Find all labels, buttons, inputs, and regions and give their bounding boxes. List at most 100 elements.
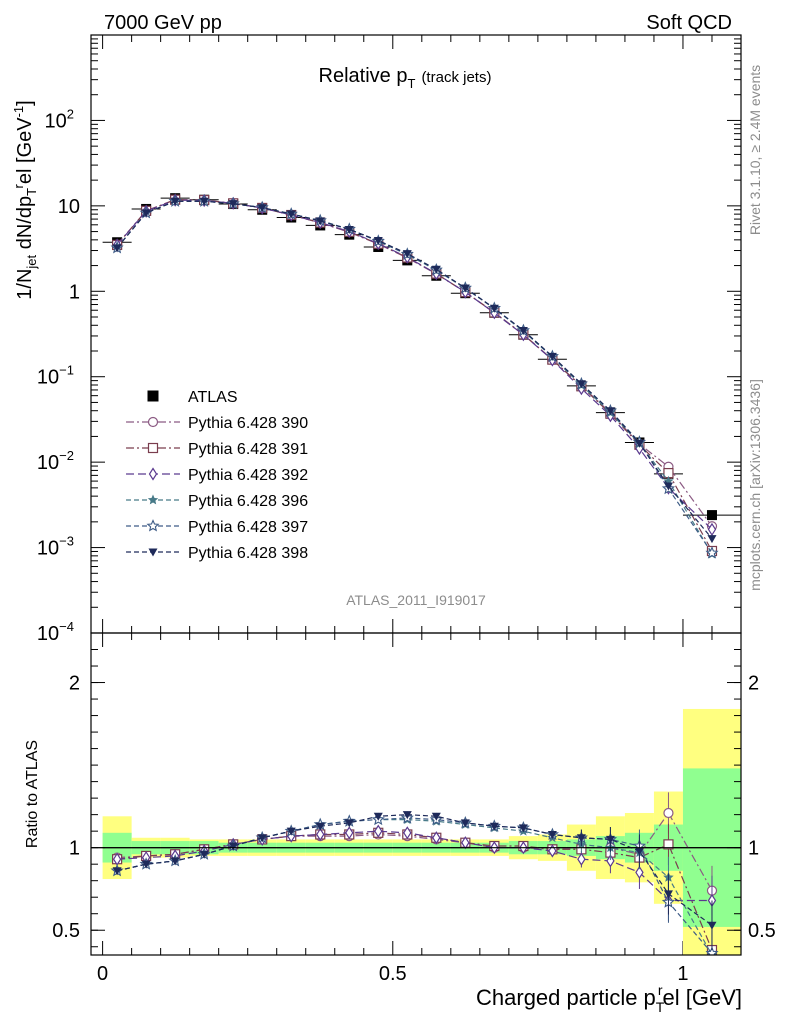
series-ratio-marker bbox=[547, 830, 557, 839]
mcplots-label: mcplots.cern.ch [arXiv:1306.3436] bbox=[747, 379, 763, 591]
legend-marker bbox=[148, 467, 158, 481]
series-marker bbox=[199, 197, 209, 206]
ratio-tick-label-right: 0.5 bbox=[748, 920, 776, 942]
x-tick-labels: 0 0.5 1 bbox=[97, 963, 688, 985]
legend-entry: Pythia 6.428 392 bbox=[126, 467, 308, 484]
series-marker bbox=[112, 244, 122, 253]
series-ratio-marker bbox=[518, 824, 528, 833]
series-ratio-marker bbox=[316, 827, 325, 842]
x-tick-label: 1 bbox=[677, 963, 688, 985]
y-tick-label: 10−3 bbox=[37, 534, 74, 560]
legend-label: Pythia 6.428 390 bbox=[188, 415, 308, 432]
y-tick-label: 10−4 bbox=[37, 619, 74, 645]
data-point bbox=[706, 510, 717, 521]
series-ratio-5 bbox=[112, 811, 717, 951]
legend-marker bbox=[147, 442, 159, 454]
series-ratio-marker bbox=[576, 834, 586, 843]
ratio-y-label: Ratio to ATLAS bbox=[24, 740, 41, 848]
series-ratio-marker bbox=[634, 847, 644, 856]
legend-entry: Pythia 6.428 390 bbox=[126, 415, 308, 432]
plot-title: Relative pT (track jets) bbox=[319, 65, 492, 91]
legend-label: Pythia 6.428 391 bbox=[188, 441, 308, 458]
ratio-plot-marks bbox=[91, 708, 741, 955]
legend-entry: Pythia 6.428 391 bbox=[126, 441, 308, 458]
header-left: 7000 GeV pp bbox=[104, 12, 222, 34]
series-main-5 bbox=[112, 197, 717, 544]
series-marker bbox=[315, 217, 325, 226]
series-marker bbox=[547, 352, 557, 361]
series-marker bbox=[170, 197, 180, 206]
series-line bbox=[116, 200, 713, 539]
series-marker bbox=[460, 284, 470, 293]
legend-entry: ATLAS bbox=[147, 389, 238, 406]
series-ratio-marker bbox=[663, 807, 674, 819]
legend-marker bbox=[146, 519, 160, 532]
y-tick-label: 10 bbox=[58, 196, 80, 218]
legend-entry: Pythia 6.428 398 bbox=[126, 545, 308, 562]
ratio-tick-label-right: 2 bbox=[748, 673, 759, 695]
x-tick-label: 0 bbox=[97, 963, 108, 985]
main-panel: 10−4 10−3 10−2 10−1 1 10 102 1/Njet dN/dpTrel … bbox=[11, 34, 742, 955]
main-frame bbox=[90, 34, 742, 634]
series-ratio-marker bbox=[373, 812, 383, 821]
series-marker bbox=[707, 522, 717, 537]
series-marker bbox=[605, 407, 615, 416]
series-ratio-marker bbox=[460, 819, 470, 828]
legend-label: ATLAS bbox=[188, 389, 238, 406]
series-ratio-marker bbox=[170, 857, 180, 866]
series-ratio-marker bbox=[345, 826, 354, 840]
ratio-axis-ticks: 0.5 0.5 1 1 2 2 bbox=[52, 649, 776, 948]
y-tick-label: 1 bbox=[69, 281, 80, 303]
series-ratio-marker bbox=[432, 831, 441, 845]
legend-marker bbox=[147, 390, 159, 402]
ratio-tick-label: 0.5 bbox=[52, 920, 80, 942]
legend-label: Pythia 6.428 396 bbox=[188, 493, 308, 510]
series-ratio-marker bbox=[605, 835, 615, 844]
series-marker bbox=[663, 482, 673, 491]
series-ratio-marker bbox=[141, 860, 151, 869]
legend-entry: Pythia 6.428 396 bbox=[126, 493, 308, 510]
series-marker bbox=[707, 535, 717, 544]
series-ratio-marker bbox=[344, 819, 354, 828]
series-marker bbox=[257, 204, 267, 213]
ratio-tick-label: 1 bbox=[69, 838, 80, 860]
series-marker bbox=[373, 237, 383, 246]
series-ratio-marker bbox=[374, 824, 383, 838]
legend-marker bbox=[147, 416, 159, 428]
series-marker bbox=[344, 225, 354, 234]
x-axis-label: Charged particle pTrel [GeV] bbox=[476, 982, 742, 1015]
series-marker bbox=[634, 439, 644, 448]
series-marker bbox=[141, 209, 151, 218]
series-ratio-marker bbox=[315, 822, 325, 831]
series-ratio-marker bbox=[577, 852, 586, 866]
series-ratio-marker bbox=[402, 811, 412, 820]
series-ratio-marker bbox=[403, 826, 412, 840]
series-ratio-marker bbox=[635, 865, 644, 880]
main-plot-marks bbox=[102, 193, 741, 559]
legend: ATLAS Pythia 6.428 390 Pythia 6.428 391 Pyt… bbox=[126, 389, 308, 562]
y-tick-label: 102 bbox=[45, 106, 74, 132]
series-marker bbox=[489, 304, 499, 313]
series-ratio-marker bbox=[606, 854, 615, 868]
series-marker bbox=[228, 200, 238, 209]
ratio-panel: 0.5 0.5 1 1 2 2 Ratio to ATLAS bbox=[24, 632, 776, 956]
legend-marker bbox=[147, 494, 159, 505]
series-ratio-marker bbox=[286, 827, 296, 836]
series-ratio-marker bbox=[663, 890, 673, 899]
rivet-label: Rivet 3.1.10, ≥ 2.4M events bbox=[747, 65, 763, 235]
analysis-id: ATLAS_2011_I919017 bbox=[346, 592, 486, 608]
x-tick-label: 0.5 bbox=[379, 963, 407, 985]
series-marker bbox=[576, 380, 586, 389]
y-axis-label: 1/Njet dN/dpTrel [GeV-1] bbox=[11, 100, 39, 299]
header-right: Soft QCD bbox=[646, 12, 732, 34]
series-marker bbox=[402, 250, 412, 259]
series-ratio-marker bbox=[228, 842, 238, 851]
series-ratio-marker bbox=[199, 850, 209, 859]
series-ratio-marker bbox=[489, 822, 499, 831]
series-ratio-marker bbox=[707, 921, 717, 930]
series-marker bbox=[286, 210, 296, 219]
series-ratio-marker bbox=[257, 834, 267, 843]
legend-label: Pythia 6.428 392 bbox=[188, 467, 308, 484]
series-marker bbox=[705, 546, 719, 559]
